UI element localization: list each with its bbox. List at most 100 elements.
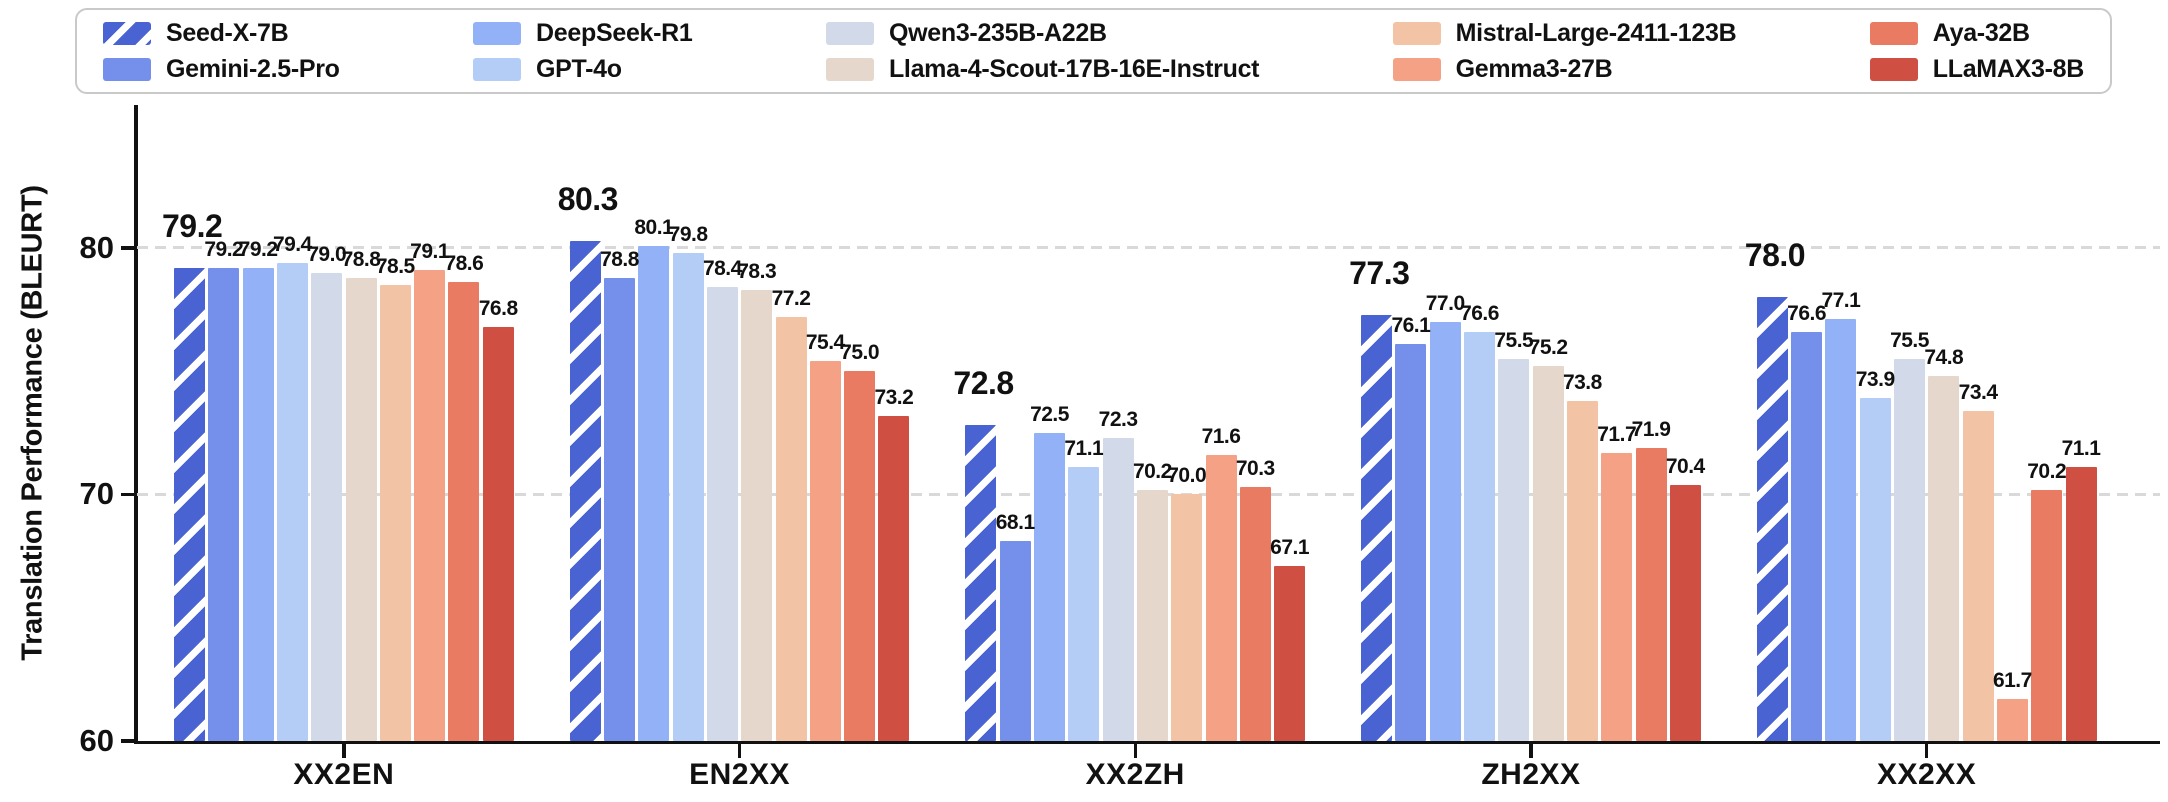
value-label: 78.8 <box>341 247 381 271</box>
legend-label: Qwen3-235B-A22B <box>888 18 1107 47</box>
bar-Llama-4-Scout-17B-16E-Instruct-EN2XX <box>741 289 773 741</box>
bar-Mistral-Large-2411-123B-EN2XX <box>775 317 807 741</box>
value-label-big: 77.3 <box>1349 254 1410 291</box>
legend-item-Seed-X-7B: Seed-X-7B <box>103 19 340 48</box>
value-label: 79.2 <box>204 237 244 261</box>
value-label: 72.5 <box>1030 402 1069 426</box>
value-label: 75.5 <box>1494 328 1534 352</box>
y-tick-label: 80 <box>79 229 114 265</box>
value-label: 79.0 <box>307 242 347 266</box>
value-label: 79.1 <box>410 240 450 264</box>
legend-item-Aya-32B: Aya-32B <box>1869 19 2084 48</box>
bar-GPT-4o-XX2EN <box>276 262 308 741</box>
bar-Gemini-2.5-Pro-XX2EN <box>208 267 240 741</box>
x-tick-label-XX2EN: XX2EN <box>293 758 395 791</box>
value-label: 76.6 <box>1787 301 1827 325</box>
value-label: 80.1 <box>634 215 674 239</box>
legend-item-Gemma3-27B: Gemma3-27B <box>1392 54 1737 84</box>
value-label: 71.9 <box>1631 417 1671 441</box>
bar-Llama-4-Scout-17B-16E-Instruct-ZH2XX <box>1532 366 1564 741</box>
value-label: 78.6 <box>444 252 484 276</box>
bar-Gemma3-27B-XX2XX <box>1996 699 2028 741</box>
legend-label: Gemini-2.5-Pro <box>166 54 340 83</box>
legend: Seed-X-7B Gemini-2.5-Pro DeepSeek-R1 GPT-4o… <box>75 8 2112 94</box>
bar-Mistral-Large-2411-123B-XX2XX <box>1962 410 1994 741</box>
legend-item-LLaMAX3-8B: LLaMAX3-8B <box>1869 54 2084 84</box>
value-label-big: 79.2 <box>162 207 223 244</box>
bar-Gemini-2.5-Pro-XX2ZH <box>999 541 1031 741</box>
value-label: 76.6 <box>1460 301 1499 325</box>
legend-label: Llama-4-Scout-17B-16E-Instruct <box>888 54 1260 83</box>
bar-Mistral-Large-2411-123B-ZH2XX <box>1566 400 1598 741</box>
value-label: 73.9 <box>1855 368 1895 392</box>
bar-Qwen3-235B-A22B-XX2EN <box>311 272 343 741</box>
legend-swatch <box>103 57 151 81</box>
value-label: 78.5 <box>375 254 415 278</box>
legend-label: GPT-4o <box>536 54 622 83</box>
bar-GPT-4o-XX2ZH <box>1068 467 1100 741</box>
legend-label: LLaMAX3-8B <box>1932 54 2084 83</box>
legend-item-DeepSeek-R1: DeepSeek-R1 <box>473 19 693 48</box>
bar-LLaMAX3-8B-EN2XX <box>878 415 910 741</box>
value-label: 77.2 <box>771 287 811 310</box>
value-label: 71.6 <box>1201 425 1241 449</box>
gridline-80 <box>137 246 2160 250</box>
value-label: 75.5 <box>1890 328 1929 352</box>
value-label: 73.4 <box>1958 380 1998 404</box>
value-label: 74.8 <box>1924 346 1964 370</box>
x-tick-mark <box>737 744 742 758</box>
value-label: 67.1 <box>1270 535 1310 559</box>
legend-swatch <box>1392 21 1441 45</box>
value-label: 70.3 <box>1235 457 1275 481</box>
value-label: 79.2 <box>238 237 278 261</box>
legend-label: Gemma3-27B <box>1455 54 1613 83</box>
bar-Aya-32B-XX2XX <box>2031 489 2063 741</box>
value-label: 71.1 <box>1064 437 1104 461</box>
x-tick-mark <box>1133 744 1137 758</box>
legend-swatch <box>1869 21 1918 45</box>
bar-DeepSeek-R1-XX2XX <box>1825 319 1857 741</box>
bar-Gemma3-27B-EN2XX <box>809 361 841 741</box>
legend-column: Aya-32B LLaMAX3-8B <box>1869 19 2084 84</box>
bar-Llama-4-Scout-17B-16E-Instruct-XX2EN <box>345 277 377 741</box>
legend-column: DeepSeek-R1 GPT-4o <box>473 19 693 84</box>
bar-LLaMAX3-8B-XX2XX <box>2065 467 2097 741</box>
bar-Seed-X-7B-ZH2XX <box>1361 314 1393 741</box>
y-axis-spine <box>134 105 138 744</box>
bar-Mistral-Large-2411-123B-XX2EN <box>379 284 411 741</box>
legend-column: Qwen3-235B-A22B Llama-4-Scout-17B-16E-Ins… <box>825 18 1260 84</box>
legend-swatch <box>825 21 874 45</box>
value-label: 70.2 <box>2027 459 2067 483</box>
bar-Seed-X-7B-XX2XX <box>1756 297 1788 741</box>
legend-label: Mistral-Large-2411-123B <box>1455 18 1737 47</box>
y-tick-mark <box>121 492 135 497</box>
bar-Qwen3-235B-A22B-EN2XX <box>706 287 738 741</box>
y-tick-label: 60 <box>79 723 114 758</box>
bar-Qwen3-235B-A22B-ZH2XX <box>1498 358 1530 741</box>
bar-Qwen3-235B-A22B-XX2XX <box>1894 358 1925 741</box>
value-label: 61.7 <box>1992 669 2032 693</box>
legend-item-Qwen3-235B-A22B: Qwen3-235B-A22B <box>825 18 1259 48</box>
y-tick-mark <box>121 739 135 743</box>
legend-column: Seed-X-7B Gemini-2.5-Pro <box>103 19 340 84</box>
x-tick-label-XX2XX: XX2XX <box>1877 758 1977 791</box>
bar-Seed-X-7B-XX2ZH <box>965 425 997 741</box>
value-label: 71.1 <box>2061 437 2101 461</box>
legend-item-GPT-4o: GPT-4o <box>473 55 693 84</box>
bar-Aya-32B-XX2EN <box>448 282 480 741</box>
legend-swatch <box>473 21 522 45</box>
bar-Gemini-2.5-Pro-XX2XX <box>1791 331 1823 741</box>
value-label: 76.8 <box>478 296 518 320</box>
legend-label: Seed-X-7B <box>166 18 289 47</box>
bar-Gemma3-27B-XX2ZH <box>1205 455 1237 741</box>
legend-swatch <box>473 57 522 81</box>
value-label-big: 80.3 <box>557 180 619 217</box>
bar-Gemini-2.5-Pro-EN2XX <box>604 277 635 741</box>
bar-LLaMAX3-8B-XX2EN <box>482 326 514 741</box>
legend-swatch <box>1869 57 1918 81</box>
bar-Aya-32B-EN2XX <box>844 371 876 741</box>
value-label: 73.8 <box>1562 370 1602 394</box>
value-label: 72.3 <box>1098 407 1138 431</box>
x-tick-label-EN2XX: EN2XX <box>689 758 790 791</box>
